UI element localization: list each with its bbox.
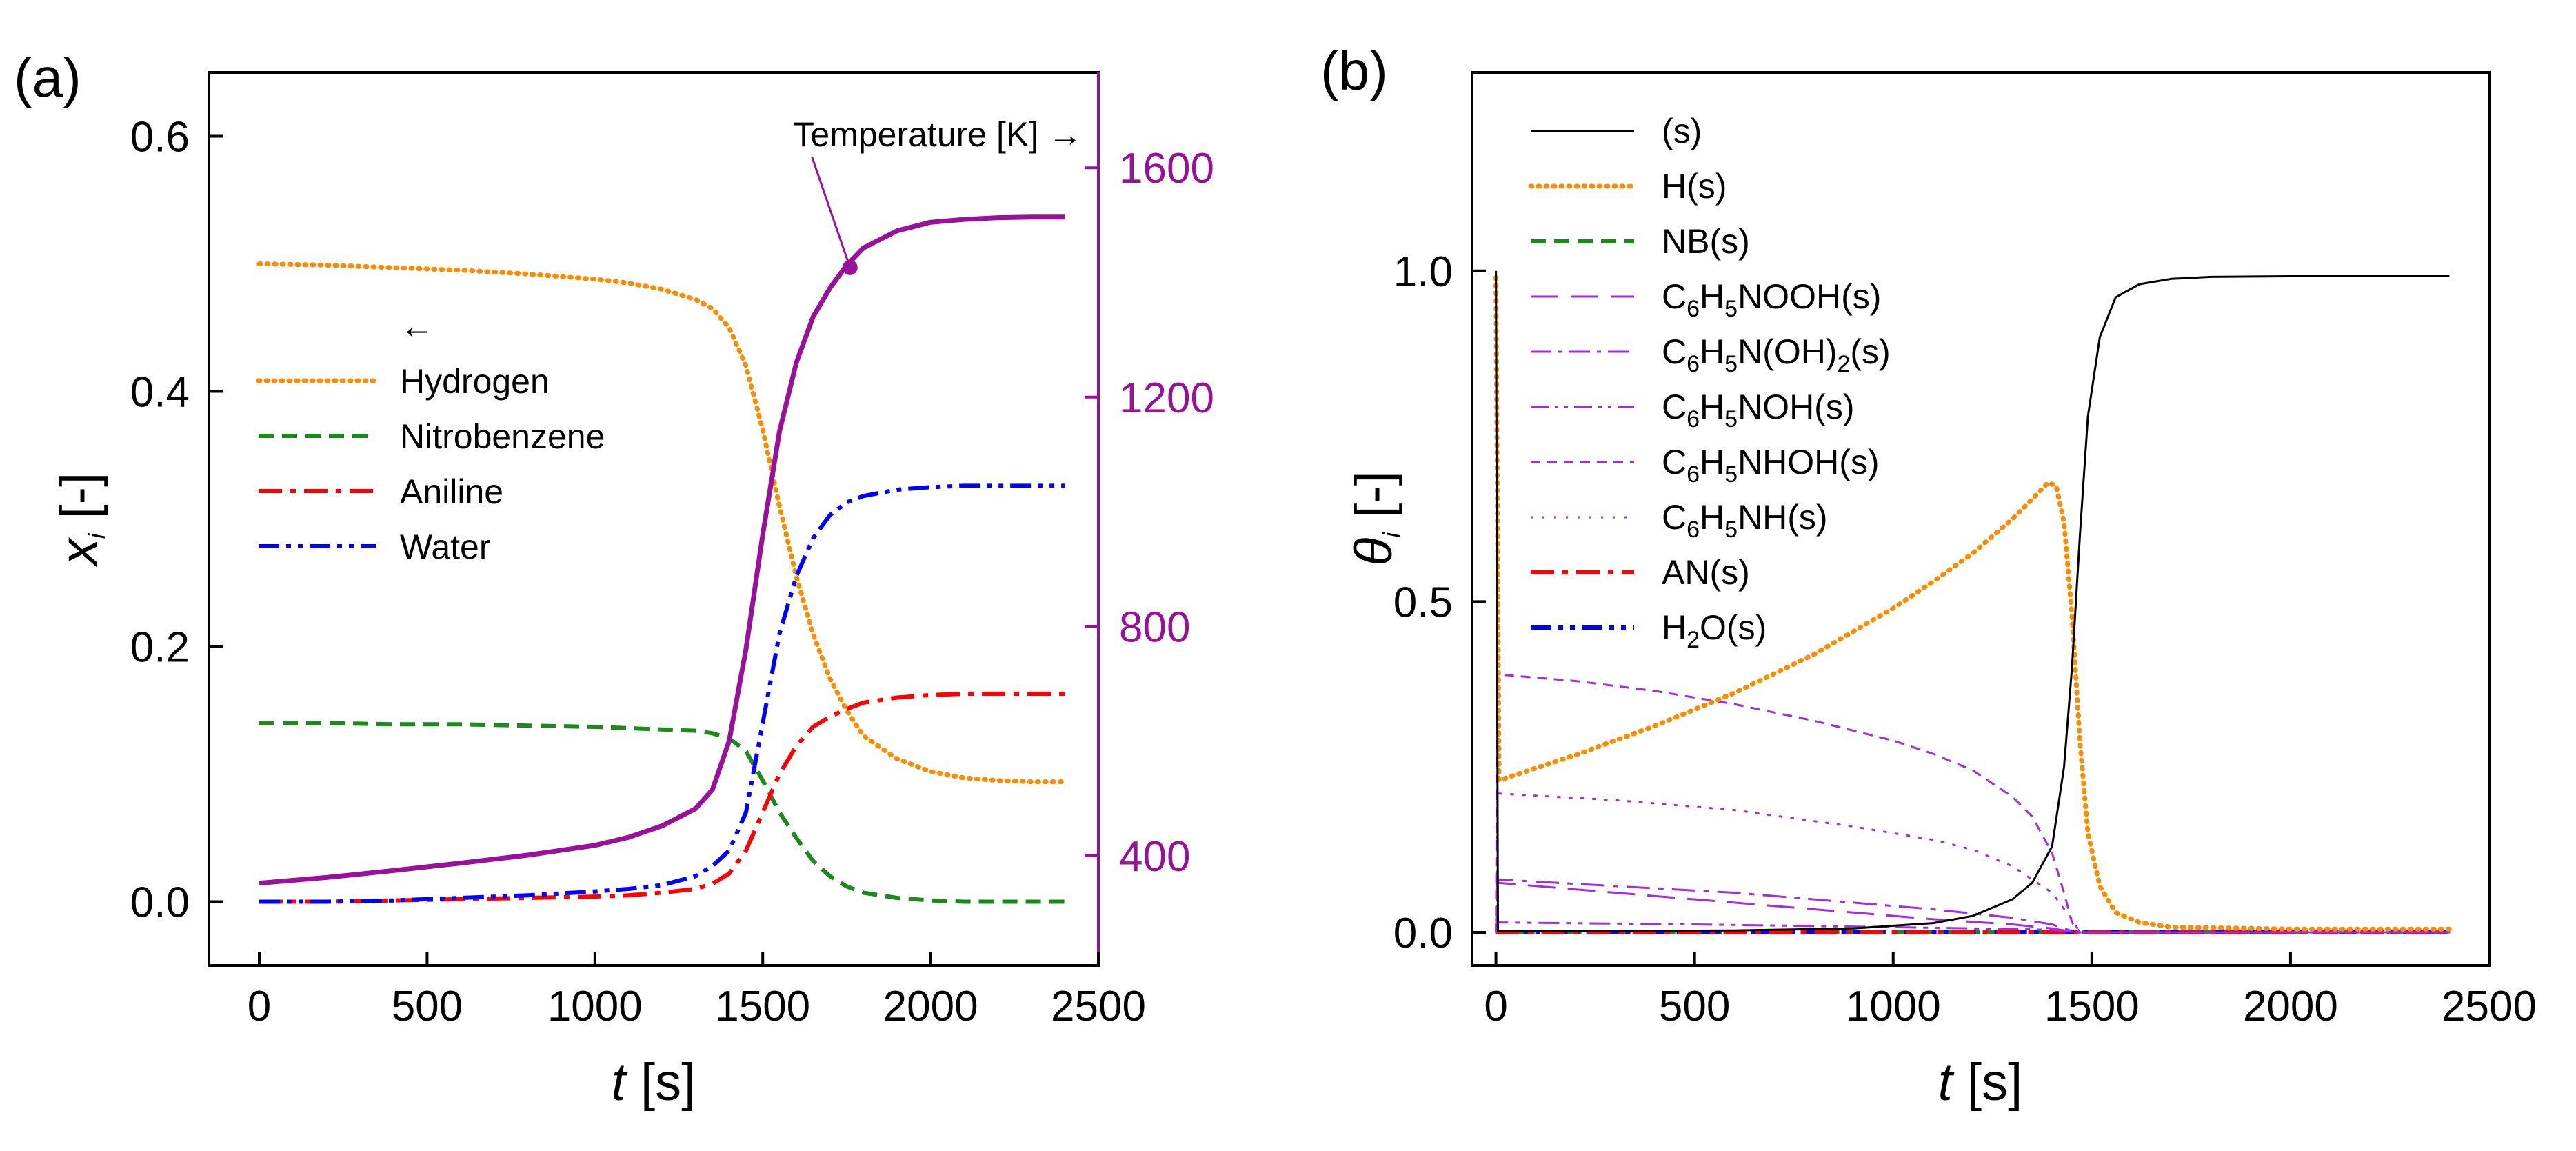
b-xtick-label: 0 <box>1484 983 1507 1030</box>
a-y2tick-label: 1200 <box>1119 374 1214 422</box>
panel-a-x-axis-label: t [s] <box>612 1053 696 1112</box>
panel-b-y-ticks: 0.0 0.5 1.0 <box>1393 248 1486 957</box>
series-b-c6h5nooh-s <box>1495 881 2450 934</box>
legend-b-c6h5noh2-label: C6H5N(OH)2(s) <box>1662 332 1891 377</box>
series-a-temperature <box>259 214 1065 886</box>
a-ytick-label: 0.0 <box>130 879 190 927</box>
panel-a-y2-ticks: 400 800 1200 1600 <box>1085 145 1214 881</box>
legend-b-hs-label: H(s) <box>1662 167 1727 206</box>
a-xtick-label: 500 <box>392 983 463 1030</box>
legend-b-nbs-label: NB(s) <box>1662 222 1750 261</box>
panel-a-x-ticks: 0 500 1000 1500 2000 2500 <box>248 952 1146 1030</box>
legend-a-nitrobenzene-label: Nitrobenzene <box>400 417 605 456</box>
a-ytick-label: 0.2 <box>130 624 190 672</box>
panel-a-legend-title: ← <box>400 307 434 346</box>
series-b-s <box>1495 270 2450 932</box>
a-xtick-label: 2000 <box>883 983 978 1030</box>
legend-b-c6h5nooh-label: C6H5NOOH(s) <box>1662 277 1881 322</box>
legend-b-ans-label: AN(s) <box>1662 553 1750 592</box>
legend-a-water-label: Water <box>400 528 491 566</box>
panel-a-annotation-marker <box>842 259 858 275</box>
series-b-h-s <box>1493 274 2452 932</box>
a-ytick-label: 0.4 <box>130 369 190 417</box>
series-a-water <box>259 483 1065 904</box>
b-xtick-label: 2000 <box>2243 983 2338 1030</box>
legend-a-aniline-label: Aniline <box>400 472 503 511</box>
a-y2tick-label: 1600 <box>1119 145 1214 192</box>
legend-b-c6h5nhoh-label: C6H5NHOH(s) <box>1662 443 1880 488</box>
a-y2tick-label: 400 <box>1119 833 1190 881</box>
panel-a-temperature-annotation: Temperature [K] → <box>793 115 1083 154</box>
a-xtick-label: 1000 <box>547 983 643 1030</box>
panel-a-plot-frame <box>208 71 1100 967</box>
b-ytick-label: 0.0 <box>1393 910 1453 957</box>
series-b-c6h5nhoh-s <box>1495 673 2450 934</box>
b-xtick-label: 1000 <box>1846 983 1941 1030</box>
panel-a-series-group <box>256 214 1067 904</box>
panel-a-y-ticks: 0.0 0.2 0.4 0.6 <box>130 114 223 927</box>
legend-b-c6h5nh-label: C6H5NH(s) <box>1662 498 1828 543</box>
legend-b-c6h5noh-label: C6H5NOH(s) <box>1662 388 1854 432</box>
series-a-nitrobenzene <box>259 721 1065 904</box>
b-xtick-label: 2500 <box>2442 983 2537 1030</box>
legend-b-h2os-label: H2O(s) <box>1662 608 1767 653</box>
panel-b-x-ticks: 0 500 1000 1500 2000 2500 <box>1484 952 2537 1030</box>
a-xtick-label: 0 <box>248 983 271 1030</box>
b-ytick-label: 1.0 <box>1393 248 1453 296</box>
a-xtick-label: 1500 <box>715 983 810 1030</box>
panel-b-series-group <box>1493 270 2452 934</box>
panel-b-plot-frame <box>1471 71 2491 967</box>
panel-a-chart: (a) 0 500 1000 1500 2000 2500 0.0 0.2 0.4 0.6 40… <box>14 47 1214 1112</box>
legend-a-hydrogen-label: Hydrogen <box>400 362 550 401</box>
panel-a-label: (a) <box>14 47 81 108</box>
a-y2tick-label: 800 <box>1119 603 1190 651</box>
panel-b-label: (b) <box>1320 40 1388 101</box>
panel-b-y-axis-label: θi [-] <box>1345 471 1405 566</box>
b-ytick-label: 0.5 <box>1393 579 1453 626</box>
panel-a-y-axis-label: xi [-] <box>50 472 110 568</box>
panel-b-x-axis-label: t [s] <box>1938 1053 2022 1112</box>
panel-b-chart: (b) 0 500 1000 1500 2000 2500 0.0 0.5 1.0 t [s]… <box>1320 40 2537 1112</box>
a-ytick-label: 0.6 <box>130 114 190 161</box>
series-b-c6h5nh-s <box>1495 792 2451 934</box>
legend-b-s-label: (s) <box>1662 112 1702 150</box>
panel-a-legend: ← Hydrogen Nitrobenzene Aniline Water <box>256 307 605 566</box>
series-b-c6h5n-oh-2-s <box>1495 878 2450 934</box>
panel-a-annotation-pointer <box>811 157 852 268</box>
panel-b-legend: (s) H(s) NB(s) C6H5NOOH(s) C6H5N(OH)2(s)… <box>1528 112 1891 653</box>
b-xtick-label: 1500 <box>2044 983 2140 1030</box>
b-xtick-label: 500 <box>1659 983 1730 1030</box>
a-xtick-label: 2500 <box>1051 983 1146 1030</box>
series-a-hydrogen <box>256 261 1067 785</box>
